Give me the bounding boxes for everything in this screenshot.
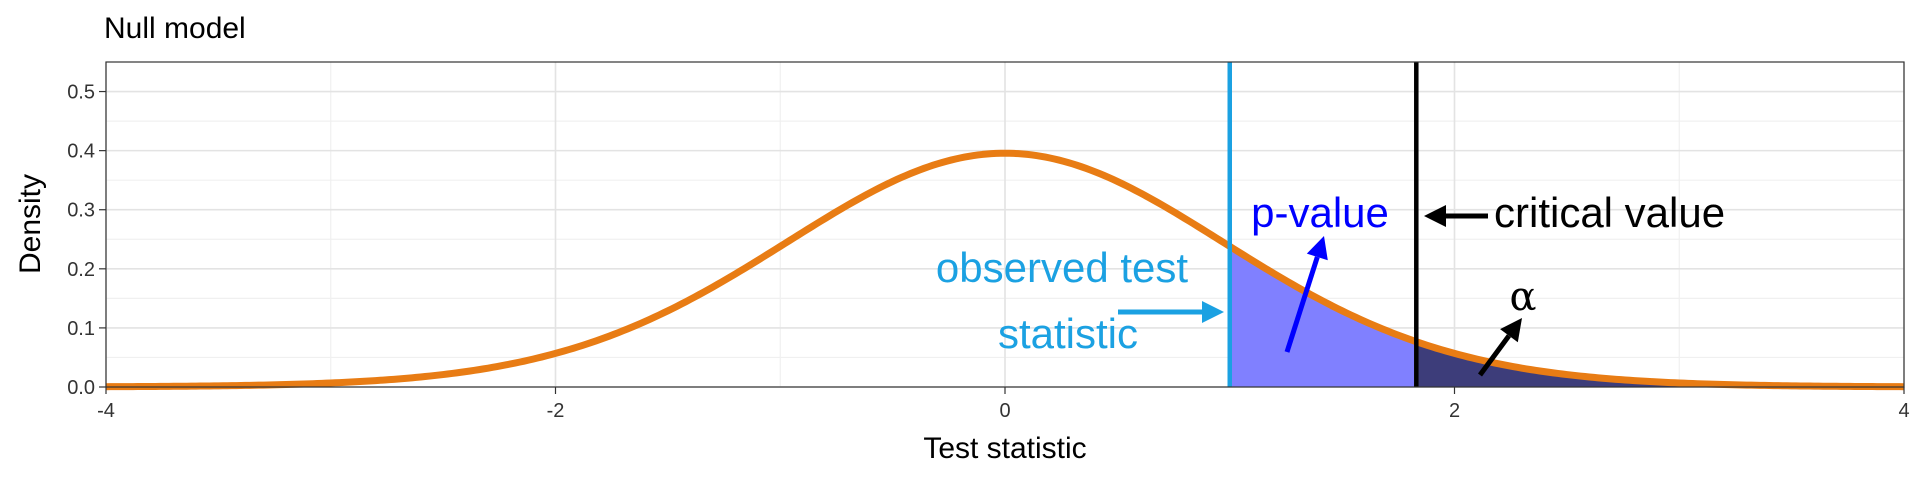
y-tick-label: 0.5 [67,82,95,104]
alpha-arrow [1477,318,1522,377]
x-tick-label: -2 [547,400,565,422]
x-tick-label: 4 [1898,400,1909,422]
shaded-areas [1229,246,1904,387]
alpha-area [1416,341,1904,387]
pvalue-arrow [1284,236,1328,353]
alpha-arrow-head [1500,318,1522,343]
x-tick-label: 2 [1449,400,1460,422]
pvalue-label: p-value [1251,189,1389,236]
pvalue-area [1229,246,1904,387]
grid-lines [105,62,1905,388]
density-curve-layer [105,149,1905,391]
chart-title: Null model [104,12,246,45]
alpha-label: α [1509,274,1536,320]
annotation-arrows [1118,205,1522,377]
observed-arrow-head [1202,301,1224,323]
y-tick-label: 0.4 [67,141,95,163]
axis-ticks: -4 -2 0 2 4 0.0 0.1 0.2 0.3 0.4 0.5 [67,82,1909,422]
density-curve [105,149,1905,391]
y-tick-label: 0.1 [67,318,95,340]
x-axis-title: Test statistic [923,432,1086,465]
observed-label-line2: statistic [998,310,1138,357]
x-tick-label: 0 [999,400,1010,422]
y-tick-label: 0.3 [67,200,95,222]
y-tick-label: 0.2 [67,259,95,281]
alpha-arrow-shaft [1477,334,1511,377]
x-tick-label: -4 [97,400,115,422]
y-tick-label: 0.0 [67,377,95,399]
critical-arrow [1424,205,1488,227]
observed-label-line1: observed test [936,244,1188,291]
pvalue-arrow-head [1306,236,1328,261]
observed-arrow [1118,301,1224,323]
critical-arrow-head [1424,205,1446,227]
pvalue-arrow-shaft [1284,256,1320,353]
critical-value-label: critical value [1494,189,1725,236]
reference-lines [1227,62,1419,387]
y-axis-title: Density [14,174,47,274]
